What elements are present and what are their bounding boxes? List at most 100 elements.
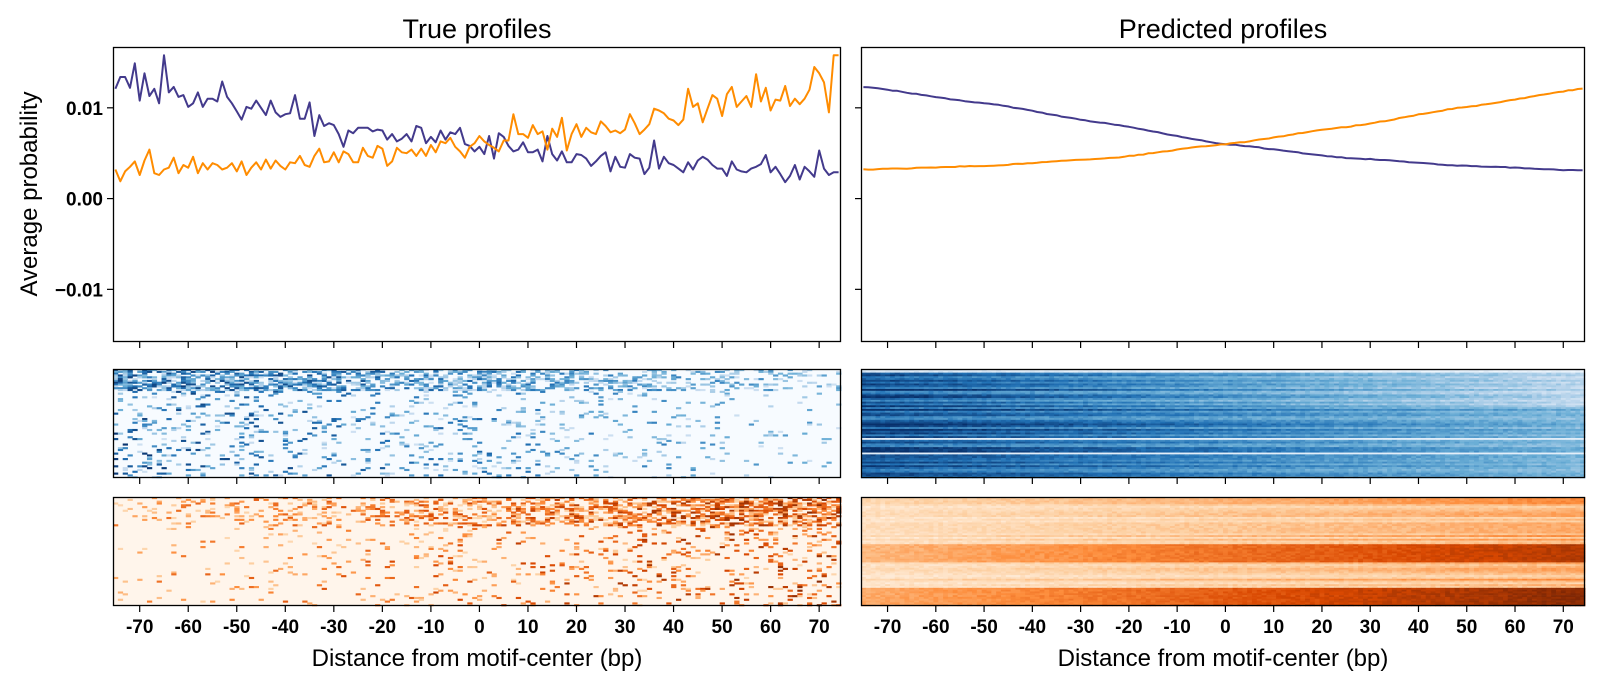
- pred-blue-cell: [1309, 387, 1316, 390]
- pred-blue-cell: [1223, 398, 1229, 401]
- true-blue-cell: [530, 378, 536, 381]
- pred-blue-cell: [933, 401, 939, 404]
- pred-blue-cell: [1136, 374, 1142, 377]
- pred-blue-cell: [1184, 383, 1190, 386]
- pred-blue-cell: [1155, 387, 1161, 390]
- true-blue-cell: [171, 376, 177, 379]
- pred-blue-cell: [1116, 403, 1123, 406]
- pred-blue-cell: [981, 374, 987, 377]
- true-blue-cell: [146, 423, 153, 426]
- true-blue-cell: [544, 454, 551, 457]
- pred-blue-cell: [1430, 401, 1436, 404]
- pred-blue-cell: [1305, 394, 1311, 397]
- pred-blue-cell: [996, 407, 1002, 410]
- true-blue-cell: [234, 374, 240, 377]
- pred-blue-cell: [986, 405, 992, 408]
- pred-blue-cell: [1580, 374, 1586, 377]
- pred-blue-cell: [865, 405, 872, 408]
- pred-blue-cell: [1184, 372, 1190, 375]
- pred-blue-cell: [1276, 381, 1282, 384]
- pred-blue-cell: [933, 390, 939, 393]
- pred-blue-cell: [918, 381, 925, 384]
- true-blue-cell: [248, 414, 255, 417]
- pred-blue-cell: [1078, 401, 1084, 404]
- pred-blue-cell: [1237, 372, 1243, 375]
- pred-blue-cell: [1483, 407, 1489, 410]
- pred-blue-cell: [1097, 376, 1103, 379]
- true-blue-cell: [190, 379, 196, 383]
- pred-blue-cell: [1160, 399, 1166, 402]
- true-blue-cell: [608, 387, 614, 390]
- pred-blue-cell: [1440, 372, 1446, 375]
- pred-blue-cell: [1010, 407, 1016, 410]
- true-blue-cell: [816, 423, 822, 426]
- true-blue-cell: [496, 385, 502, 388]
- true-blue-cell: [166, 379, 172, 383]
- pred-blue-cell: [1459, 376, 1465, 379]
- true-blue-cell: [496, 474, 502, 477]
- pred-blue-cell: [1372, 398, 1378, 401]
- pred-blue-cell: [933, 383, 939, 386]
- pred-blue-cell: [1435, 401, 1441, 404]
- pred-blue-cell: [1242, 403, 1248, 406]
- pred-blue-cell: [909, 372, 915, 375]
- true-blue-cell: [205, 447, 211, 450]
- pred-blue-cell: [1044, 376, 1050, 379]
- true-blue-cell: [486, 378, 492, 381]
- pred-blue-cell: [1290, 403, 1296, 406]
- pred-blue-cell: [1473, 370, 1480, 373]
- true-blue-cell: [210, 467, 216, 470]
- pred-blue-cell: [1372, 399, 1378, 402]
- pred-blue-cell: [1111, 407, 1118, 410]
- pred-blue-cell: [1338, 379, 1345, 383]
- pred-blue-cell: [1473, 376, 1480, 379]
- pred-blue-cell: [870, 378, 876, 381]
- true-blue-cell: [287, 379, 293, 383]
- true-blue-cell: [278, 379, 284, 383]
- pred-blue-cell: [1189, 394, 1195, 397]
- true-blue-cell: [200, 423, 206, 426]
- pred-blue-cell: [904, 394, 910, 397]
- pred-blue-cell: [1372, 405, 1378, 408]
- pred-blue-cell: [1169, 381, 1176, 384]
- pred-blue-cell: [952, 374, 958, 377]
- pred-blue-cell: [1570, 385, 1576, 388]
- true-blue-cell: [341, 388, 347, 392]
- pred-blue-cell: [1136, 387, 1142, 390]
- pred-blue-cell: [1551, 394, 1557, 397]
- pred-blue-cell: [1488, 401, 1494, 404]
- pred-blue-cell: [1391, 370, 1398, 373]
- pred-blue-cell: [1000, 407, 1007, 410]
- pred-blue-cell: [1097, 385, 1103, 388]
- pred-blue-cell: [1116, 379, 1123, 383]
- pred-blue-cell: [1396, 407, 1402, 410]
- true-blue-cell: [185, 428, 192, 432]
- pred-blue-cell: [1136, 378, 1142, 381]
- true-blue-cell: [564, 388, 570, 392]
- pred-blue-cell: [1382, 376, 1388, 379]
- true-blue-cell: [389, 412, 395, 415]
- true-blue-cell: [559, 399, 565, 402]
- pred-blue-cell: [962, 405, 968, 408]
- pred-blue-cell: [1546, 392, 1552, 395]
- pred-blue-cell: [1329, 385, 1335, 388]
- pred-blue-cell: [880, 385, 886, 388]
- pred-blue-cell: [1478, 398, 1485, 401]
- pred-blue-cell: [909, 370, 915, 373]
- pred-blue-cell: [1401, 388, 1407, 392]
- pred-blue-cell: [1522, 376, 1528, 379]
- pred-blue-cell: [865, 392, 872, 395]
- true-blue-cell: [632, 459, 638, 462]
- true-blue-cell: [365, 370, 371, 373]
- pred-blue-cell: [1551, 396, 1557, 399]
- true-blue-cell: [146, 456, 153, 459]
- true-blue-cell: [472, 418, 478, 421]
- pred-blue-cell: [1565, 379, 1571, 383]
- true-blue-cell: [239, 467, 245, 470]
- pred-blue-cell: [1546, 405, 1552, 408]
- pred-blue-cell: [1063, 398, 1069, 401]
- true-blue-cell: [205, 379, 211, 383]
- pred-blue-cell: [1174, 403, 1180, 406]
- pred-blue-cell: [1213, 392, 1219, 395]
- pred-blue-cell: [889, 405, 896, 408]
